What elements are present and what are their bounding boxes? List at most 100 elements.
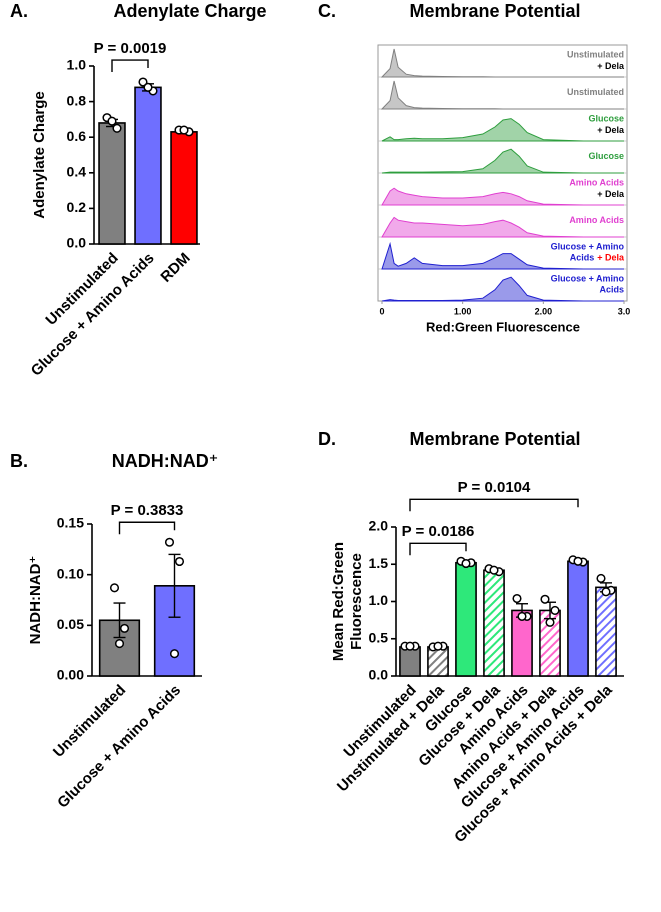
row-label-text: Glucose — [588, 114, 624, 124]
bar — [399, 646, 421, 677]
p-value: P = 0.0186 — [402, 523, 475, 540]
density-area — [381, 216, 624, 238]
bar — [567, 560, 589, 677]
x-tick-label: RDM — [157, 250, 193, 286]
p-value: P = 0.3833 — [111, 502, 184, 519]
row-label-text: Amino Acids — [569, 215, 624, 225]
y-tick-label: 0.8 — [67, 92, 87, 108]
row-label: Glucose — [588, 114, 624, 124]
significance-bracket — [409, 498, 579, 512]
row-label: Glucose — [588, 151, 624, 161]
bar — [170, 131, 198, 245]
x-axis-label: Red:Green Fluorescence — [426, 319, 580, 334]
row-label-text: Unstimulated — [567, 87, 624, 97]
panel-label: A. — [10, 1, 28, 21]
density-area — [380, 80, 624, 110]
data-point — [512, 593, 522, 604]
y-tick-label: 0.2 — [67, 199, 87, 215]
data-point — [179, 125, 189, 135]
p-value: P = 0.0019 — [94, 40, 167, 57]
row-label-text: Glucose + Amino — [551, 274, 625, 284]
density-area — [381, 148, 624, 174]
y-axis-label: Adenylate Charge — [31, 91, 48, 219]
panel-label: D. — [318, 429, 336, 449]
y-tick-label: 0.0 — [369, 667, 389, 683]
data-point — [107, 116, 117, 126]
y-axis-label: Mean Red:Green — [330, 542, 347, 661]
row-label: Unstimulated — [567, 87, 624, 97]
row-label-dela: + Dela — [597, 125, 625, 135]
y-tick-label: 2.0 — [369, 518, 389, 534]
row-label-text: Glucose + Amino — [551, 242, 625, 252]
chart-title: NADH:NAD⁺ — [112, 451, 219, 471]
row-label-dela: + Dela — [597, 61, 625, 71]
y-tick-label: 0.15 — [57, 515, 84, 531]
row-label: Acids — [599, 285, 624, 295]
data-point — [405, 641, 415, 651]
density-area — [381, 118, 624, 142]
data-point — [112, 123, 122, 133]
row-label: Acids + Dela — [570, 253, 625, 263]
row-label: Amino Acids — [569, 178, 624, 188]
density-area — [381, 187, 624, 206]
row-label-text: Acids — [599, 285, 624, 295]
y-tick-label: 0.00 — [57, 667, 84, 683]
bar — [455, 561, 477, 677]
row-label: Amino Acids — [569, 215, 624, 225]
row-label-text: Glucose — [588, 151, 624, 161]
data-point — [540, 594, 550, 604]
p-value: P = 0.0104 — [458, 479, 531, 496]
row-label: Glucose + Amino — [551, 242, 625, 252]
row-label-text: Unstimulated — [567, 50, 624, 60]
data-point — [109, 583, 120, 593]
data-point — [164, 537, 175, 547]
row-label: Unstimulated — [567, 50, 624, 60]
density-area — [381, 276, 624, 302]
data-point — [461, 558, 471, 569]
y-axis-label: NADH:NAD⁺ — [27, 556, 44, 645]
row-label-dela: + Dela — [597, 253, 625, 263]
y-axis-label: Fluorescence — [348, 553, 365, 650]
density-area — [381, 241, 624, 270]
bar — [134, 86, 162, 245]
panel-label: C. — [318, 1, 336, 21]
y-tick-label: 1.0 — [67, 57, 87, 73]
significance-bracket — [111, 59, 149, 73]
row-label: Glucose + Amino — [551, 274, 625, 284]
row-label-dela: + Dela — [597, 189, 625, 199]
data-point — [169, 649, 180, 659]
x-tick-label: 1.00 — [454, 306, 472, 316]
data-point — [601, 587, 611, 597]
y-tick-label: 1.0 — [369, 592, 389, 608]
chart-title: Membrane Potential — [409, 429, 580, 449]
bar — [483, 569, 505, 677]
y-tick-label: 0.10 — [57, 565, 84, 581]
y-tick-label: 0.4 — [67, 164, 87, 180]
x-tick-label: 3.0 — [618, 306, 631, 316]
significance-bracket — [409, 542, 467, 556]
y-tick-label: 1.5 — [369, 555, 389, 571]
data-point — [573, 556, 583, 566]
bar — [595, 586, 617, 677]
data-point — [174, 556, 185, 567]
panel-label: B. — [10, 451, 28, 471]
y-tick-label: 0.5 — [369, 629, 389, 645]
data-point — [119, 623, 130, 633]
data-point — [596, 573, 606, 583]
x-tick-label: 0 — [379, 306, 384, 316]
x-tick-label: 2.00 — [535, 306, 553, 316]
y-tick-label: 0.05 — [57, 616, 84, 632]
data-point — [489, 565, 499, 575]
chart-title: Membrane Potential — [409, 1, 580, 21]
data-point — [114, 639, 125, 649]
data-point — [433, 641, 443, 651]
data-point — [143, 82, 153, 92]
bar — [98, 122, 126, 245]
row-label-text: Acids — [570, 253, 595, 263]
data-point — [138, 77, 148, 87]
density-area — [380, 48, 624, 78]
bar — [427, 646, 449, 677]
row-label-text: Amino Acids — [569, 178, 624, 188]
chart-title: Adenylate Charge — [113, 1, 266, 21]
